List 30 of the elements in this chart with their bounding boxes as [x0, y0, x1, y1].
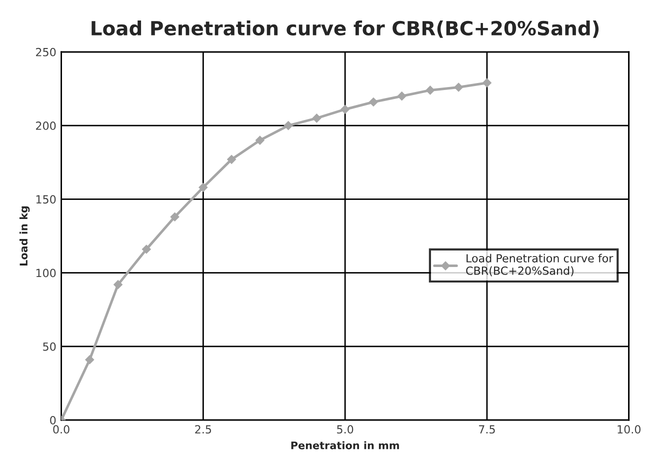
chart-title: Load Penetration curve for CBR(BC+20%Sand) [92, 20, 599, 38]
point [454, 82, 464, 92]
y-tick-label: 150 [36, 195, 56, 204]
point [227, 154, 236, 164]
point [426, 86, 435, 95]
point [142, 244, 151, 254]
point [340, 104, 350, 114]
x-tick-label: 0.0 [53, 425, 70, 434]
y-tick-label: 0 [50, 416, 56, 424]
legend-label: Load Penetration curve for CBR(BC+20%Sand) [466, 254, 614, 276]
point [170, 212, 180, 222]
point [85, 355, 94, 364]
y-axis-title: Load in kg [19, 206, 30, 266]
point [397, 92, 406, 101]
x-tick-label: 2.5 [195, 425, 212, 434]
point [198, 182, 208, 192]
y-tick-label: 250 [36, 48, 56, 56]
point [255, 136, 264, 145]
y-tick-label: 50 [43, 342, 56, 351]
x-tick-label: 7.5 [479, 425, 495, 434]
point [482, 78, 492, 88]
point [312, 114, 322, 123]
point [114, 280, 122, 290]
point [284, 121, 293, 130]
x-tick-label: 5.0 [337, 425, 354, 434]
y-tick-label: 100 [36, 268, 56, 278]
x-tick-label: 10.0 [618, 425, 641, 434]
x-axis-title: Penetration in mm [291, 441, 399, 450]
y-tick-label: 200 [36, 122, 56, 130]
point [369, 98, 378, 106]
